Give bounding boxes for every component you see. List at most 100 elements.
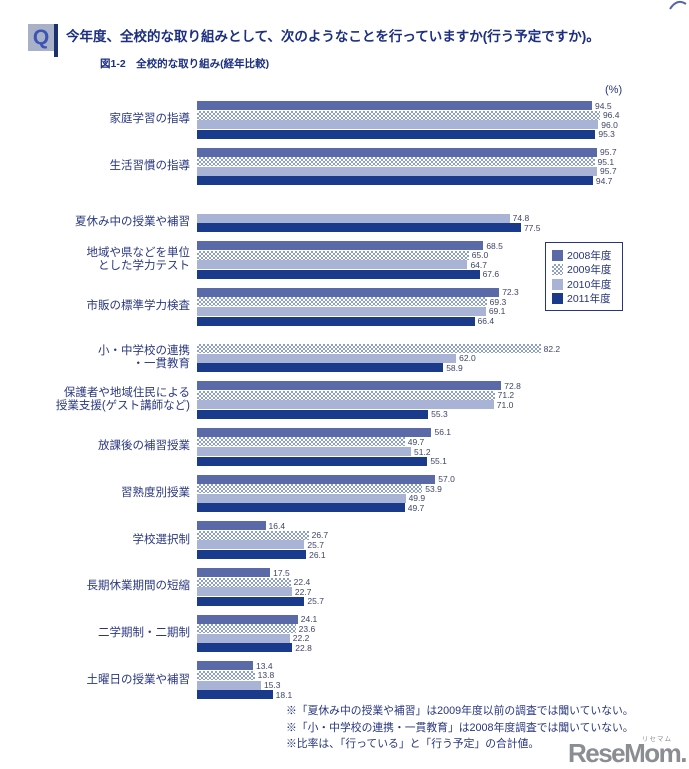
legend-swatch-2011 [552, 293, 563, 305]
bar-value-label: 68.5 [486, 240, 503, 251]
bar-value-label: 71.0 [496, 399, 514, 410]
bar-row: 96.4 [197, 110, 689, 121]
bar-value-label: 13.4 [256, 660, 273, 671]
bar-2011 [197, 596, 305, 606]
chart-category-group: 家庭学習の指導 94.5 96.4 96.0 95.3 [0, 101, 689, 148]
legend: 2008年度 2009年度 2010年度 2011年度 [545, 242, 623, 311]
bar-2011 [197, 129, 596, 139]
bar-row: 49.7 [197, 437, 689, 447]
bar-2008 [197, 241, 484, 251]
legend-swatch-2010 [552, 278, 563, 290]
bar-row: 13.8 [197, 670, 689, 681]
bar-value-label: 53.9 [425, 483, 442, 494]
bar-row: 26.1 [197, 550, 689, 560]
chart-category-group: 土曜日の授業や補習 13.4 13.8 15.3 18.1 [0, 661, 689, 708]
bar-value-label: 55.1 [430, 456, 447, 467]
chart-category-group: 長期休業期間の短縮 17.5 22.4 22.7 25.7 [0, 568, 689, 615]
bar-row: 66.4 [197, 316, 689, 327]
bar-value-label: 95.7 [600, 147, 617, 158]
category-label-line: 土曜日の授業や補習 [86, 673, 191, 686]
legend-label: 2008年度 [567, 249, 612, 262]
bar-2009 [197, 157, 595, 167]
bar-value-label: 22.7 [294, 586, 312, 597]
legend-label: 2010年度 [567, 278, 612, 291]
category-label-line: 市販の標準学力検査 [86, 300, 191, 313]
bar-row: 95.1 [197, 157, 689, 167]
question-badge: Q [28, 24, 54, 51]
bar-2010 [197, 213, 510, 223]
chart-category-group: 夏休み中の授業や補習 74.8 77.5 [0, 194, 689, 241]
bar-2009 [197, 670, 255, 680]
bar-2008 [197, 568, 271, 577]
bar-row: 49.9 [197, 493, 689, 504]
bar-2010 [197, 587, 292, 597]
legend-swatch-2009 [552, 264, 563, 276]
bar-value-label: 16.4 [268, 520, 286, 531]
bar-value-label: 95.7 [600, 166, 617, 177]
bar-2010 [197, 633, 290, 643]
bar-value-label: 82.2 [543, 343, 561, 354]
chart-category-group: 学校選択制 16.4 26.7 25.7 26.1 [0, 521, 689, 568]
bar-row: 22.4 [197, 577, 689, 588]
bar-2008 [197, 474, 436, 484]
chart-category-group: 二学期制・二期制 24.1 23.6 22.2 22.8 [0, 614, 689, 662]
bar-row: 69.3 [197, 297, 689, 307]
bar-row: 18.1 [197, 690, 689, 700]
bar-row: 96.0 [197, 120, 689, 130]
bar-value-label: 72.8 [504, 380, 521, 391]
bar-value-label: 22.4 [293, 577, 311, 588]
category-label-line: 学校選択制 [132, 533, 191, 546]
bar-value-label: 15.3 [263, 680, 281, 691]
category-label-line: 放課後の補習授業 [98, 440, 190, 453]
bar-2010 [197, 166, 598, 176]
chart-category-group: 保護者や地域住民による 授業支援(ゲスト講師など) 72.8 71.2 71.0 55.3 [0, 381, 689, 428]
bar-row: 69.1 [197, 306, 689, 317]
bar-value-label: 69.3 [489, 296, 507, 307]
bar-row: 72.3 [197, 287, 689, 298]
category-label-line: 長期休業期間の短縮 [86, 580, 191, 593]
category-label-line: 生活習慣の指導 [109, 160, 191, 173]
bar-2011 [197, 316, 475, 326]
bar-value-label: 94.7 [595, 175, 613, 186]
bar-row: 95.3 [197, 129, 689, 140]
bar-2009 [197, 484, 423, 494]
bar-row: 51.2 [197, 447, 689, 457]
bar-2010 [197, 540, 305, 550]
bar-row: 22.2 [197, 633, 689, 644]
bar-value-label: 95.3 [598, 129, 615, 140]
category-label: 市販の標準学力検査 [0, 286, 191, 328]
bar-row: 16.4 [197, 521, 689, 531]
category-label-line: 保護者や地域住民による [63, 386, 190, 399]
bar-value-label: 49.9 [408, 493, 426, 504]
bar-row: 55.1 [197, 456, 689, 467]
bar-value-label: 18.1 [275, 689, 293, 700]
bar-2010 [197, 493, 406, 503]
bar-value-label: 62.0 [459, 353, 476, 364]
bar-2008 [197, 521, 266, 531]
category-label-line: 習熟度別授業 [121, 487, 190, 500]
category-label: 地域や県などを単位 とした学力テスト [0, 239, 191, 281]
category-label: 放課後の補習授業 [0, 426, 190, 468]
category-label: 小・中学校の連携 ・一貫教育 [0, 342, 190, 375]
category-label-line: 夏休み中の授業や補習 [75, 216, 190, 229]
bar-2008 [197, 381, 502, 391]
bar-2008 [197, 147, 598, 157]
category-label-line: とした学力テスト [98, 260, 190, 273]
bar-row: 13.4 [197, 661, 689, 671]
bar-2011 [197, 643, 293, 653]
bar-row: 56.1 [197, 427, 689, 438]
category-label: 夏休み中の授業や補習 [0, 212, 190, 235]
bar-row: 71.2 [197, 390, 689, 401]
chart-category-group: 放課後の補習授業 56.1 49.7 51.2 55.1 [0, 426, 689, 475]
category-label: 生活習慣の指導 [0, 146, 191, 188]
bar-value-label: 94.5 [595, 100, 612, 111]
bar-row: 71.0 [197, 400, 689, 410]
bar-2009 [197, 437, 405, 447]
bar-value-label: 13.8 [257, 670, 275, 681]
category-label: 長期休業期間の短縮 [0, 566, 191, 608]
bar-2008 [197, 661, 253, 671]
bar-value-label: 67.6 [482, 269, 500, 280]
bar-value-label: 17.5 [273, 567, 290, 578]
category-label: 家庭学習の指導 [0, 99, 191, 141]
